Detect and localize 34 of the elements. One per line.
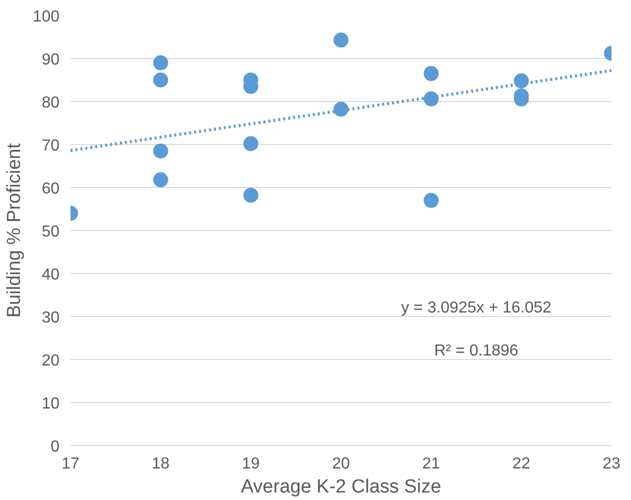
point xyxy=(424,91,439,106)
y-tick-label: 40 xyxy=(42,266,60,284)
point xyxy=(514,73,529,88)
y-tick-label: 60 xyxy=(42,180,60,198)
y-tick-label: 0 xyxy=(50,438,60,456)
annotation: y = 3.0925x + 16.052 xyxy=(401,300,552,316)
x-tick-label: 22 xyxy=(512,456,530,472)
point xyxy=(334,32,348,48)
x-tick-label: 17 xyxy=(62,456,80,472)
point xyxy=(243,136,258,152)
point xyxy=(153,143,168,158)
y-tick-label: 20 xyxy=(42,352,60,370)
point xyxy=(153,172,168,188)
point xyxy=(153,55,168,70)
x-tick-label: 18 xyxy=(152,456,170,472)
annotation: R² = 0.1896 xyxy=(434,342,518,360)
point xyxy=(243,188,258,203)
y-tick-label: 100 xyxy=(32,8,60,26)
point xyxy=(334,102,348,117)
x-tick-label: 20 xyxy=(332,456,350,472)
y-tick-label: 50 xyxy=(42,224,60,240)
y-tick-label: 30 xyxy=(42,310,60,326)
y-tick-label: 10 xyxy=(42,396,60,412)
y-tick-label: 70 xyxy=(42,138,60,154)
x-axis-title: Average K-2 Class Size xyxy=(240,476,442,498)
point xyxy=(153,72,168,88)
point xyxy=(424,192,439,208)
x-tick-label: 19 xyxy=(242,456,260,472)
x-tick-label: 21 xyxy=(422,456,440,472)
point xyxy=(424,66,439,82)
y-tick-label: 90 xyxy=(42,52,60,68)
x-tick-label: 23 xyxy=(602,456,620,472)
y-axis-title: Building % Proficient xyxy=(4,142,25,318)
y-tick-label: 80 xyxy=(42,94,60,112)
